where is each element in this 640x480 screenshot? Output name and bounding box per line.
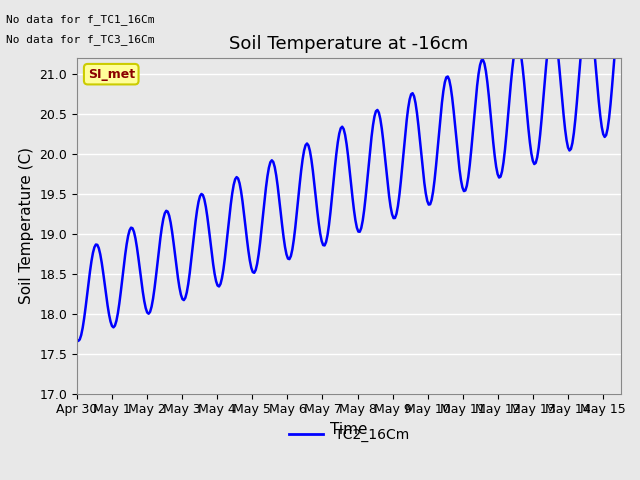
Text: No data for f_TC3_16Cm: No data for f_TC3_16Cm: [6, 34, 155, 45]
Legend: TC2_16Cm: TC2_16Cm: [284, 422, 414, 447]
Title: Soil Temperature at -16cm: Soil Temperature at -16cm: [229, 35, 468, 53]
Text: SI_met: SI_met: [88, 68, 135, 81]
Y-axis label: Soil Temperature (C): Soil Temperature (C): [19, 147, 34, 304]
X-axis label: Time: Time: [330, 422, 367, 437]
Text: No data for f_TC1_16Cm: No data for f_TC1_16Cm: [6, 14, 155, 25]
